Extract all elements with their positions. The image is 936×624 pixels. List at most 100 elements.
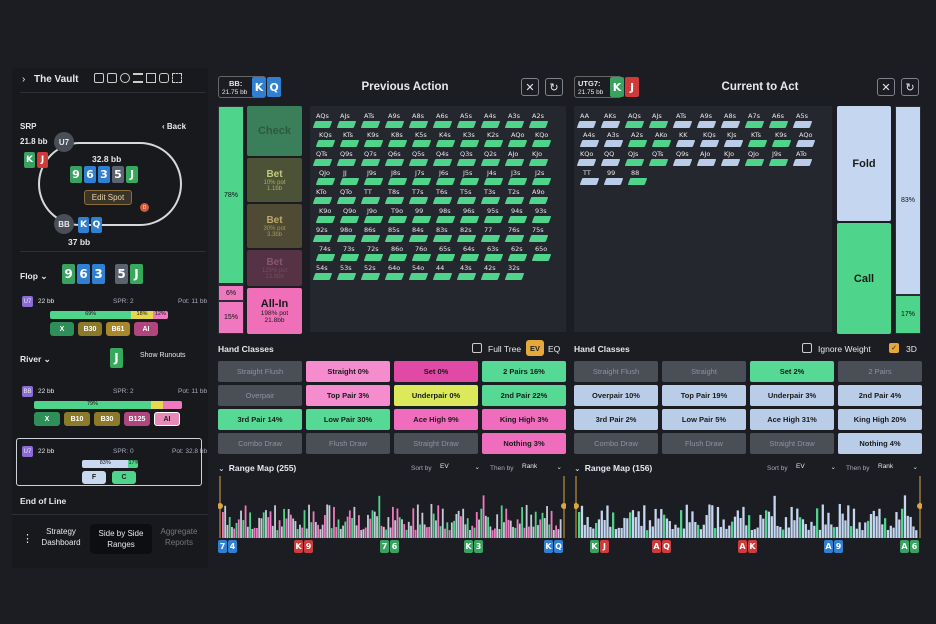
hand-tile[interactable]	[576, 121, 597, 128]
hand-tile[interactable]	[528, 121, 549, 128]
range-map-chart[interactable]	[574, 476, 922, 538]
hand-tile[interactable]	[651, 140, 672, 147]
action-check[interactable]: Check	[247, 106, 302, 156]
hand-tile[interactable]	[792, 121, 813, 128]
refresh-icon[interactable]: ↻	[901, 78, 919, 96]
hand-tile[interactable]	[627, 140, 648, 147]
action-fold[interactable]: Fold	[837, 106, 891, 221]
hand-tile[interactable]	[360, 273, 381, 280]
hand-tile[interactable]	[768, 159, 789, 166]
hand-class-cell[interactable]: Straight	[662, 361, 746, 382]
hand-class-cell[interactable]: 3rd Pair 2%	[574, 409, 658, 430]
hand-tile[interactable]	[483, 140, 504, 147]
hand-class-cell[interactable]: Combo Draw	[574, 433, 658, 454]
hand-tile[interactable]	[507, 178, 528, 185]
hand-tile[interactable]	[336, 121, 357, 128]
hand-tile[interactable]	[720, 159, 741, 166]
action-b125[interactable]: B125	[124, 412, 150, 426]
hand-tile[interactable]	[531, 178, 552, 185]
hand-class-cell[interactable]: 2nd Pair 4%	[838, 385, 922, 406]
hand-tile[interactable]	[384, 159, 405, 166]
hand-tile[interactable]	[531, 216, 552, 223]
range-map-handle-knob[interactable]	[218, 503, 223, 509]
hand-tile[interactable]	[435, 178, 456, 185]
hand-tile[interactable]	[456, 197, 477, 204]
hand-tile[interactable]	[411, 216, 432, 223]
hand-tile[interactable]	[795, 140, 816, 147]
chevron-down-icon[interactable]: ⌄	[574, 463, 581, 473]
action-allin[interactable]: All-In 198% pot 21.8bb	[247, 288, 302, 334]
hand-tile[interactable]	[315, 216, 336, 223]
hand-class-cell[interactable]: 2 Pairs	[838, 361, 922, 382]
tab-strategy-dashboard[interactable]: Strategy Dashboard	[41, 527, 81, 547]
river-label[interactable]: River ⌄	[20, 354, 51, 364]
hand-tile[interactable]	[408, 273, 429, 280]
ev-toggle[interactable]: EV	[526, 340, 544, 356]
hand-tile[interactable]	[483, 216, 504, 223]
close-icon[interactable]: ✕	[877, 78, 895, 96]
tree-icon[interactable]	[172, 73, 182, 83]
hand-tile[interactable]	[504, 121, 525, 128]
hand-tile[interactable]	[648, 159, 669, 166]
hand-tile[interactable]	[456, 273, 477, 280]
hand-tile[interactable]	[696, 159, 717, 166]
hand-class-cell[interactable]: Straight Flush	[218, 361, 302, 382]
hand-tile[interactable]	[312, 235, 333, 242]
range-map-handle-knob[interactable]	[561, 503, 566, 509]
hand-tile[interactable]	[483, 178, 504, 185]
hand-tile[interactable]	[360, 121, 381, 128]
hand-class-cell[interactable]: Overpair 10%	[574, 385, 658, 406]
flop-label[interactable]: Flop ⌄	[20, 271, 48, 281]
hand-tile[interactable]	[360, 159, 381, 166]
action-call[interactable]: C	[112, 471, 136, 484]
hand-tile[interactable]	[435, 140, 456, 147]
hand-tile[interactable]	[363, 254, 384, 261]
hand-tile[interactable]	[432, 235, 453, 242]
hand-tile[interactable]	[744, 159, 765, 166]
hand-tile[interactable]	[480, 159, 501, 166]
range-map-handle-knob[interactable]	[917, 503, 922, 509]
action-bet-125[interactable]: Bet 125% pot 13.8bb	[247, 250, 302, 286]
hand-class-cell[interactable]: 2nd Pair 22%	[482, 385, 566, 406]
hand-tile[interactable]	[504, 197, 525, 204]
hand-class-cell[interactable]: Underpair 3%	[750, 385, 834, 406]
range-grid-3d[interactable]: AQs AJs ATs A9s A8s A6s A5s A4s A3s A2s KQs KTs K9s K…	[310, 106, 566, 332]
hand-tile[interactable]	[696, 121, 717, 128]
hand-tile[interactable]	[363, 216, 384, 223]
hand-tile[interactable]	[363, 178, 384, 185]
action-check[interactable]: X	[34, 412, 60, 426]
hand-tile[interactable]	[387, 178, 408, 185]
hand-tile[interactable]	[312, 121, 333, 128]
hand-tile[interactable]	[432, 273, 453, 280]
hand-tile[interactable]	[480, 273, 501, 280]
hand-class-cell[interactable]: Combo Draw	[218, 433, 302, 454]
hand-tile[interactable]	[459, 254, 480, 261]
action-call[interactable]: Call	[837, 223, 891, 334]
hand-tile[interactable]	[723, 140, 744, 147]
hand-tile[interactable]	[672, 121, 693, 128]
action-b61[interactable]: B61	[106, 322, 130, 336]
hand-tile[interactable]	[768, 121, 789, 128]
table-icon[interactable]	[107, 73, 117, 83]
hand-class-cell[interactable]: Low Pair 30%	[306, 409, 390, 430]
range-map-header[interactable]: ⌄ Range Map (156)	[574, 463, 652, 473]
hand-tile[interactable]	[480, 121, 501, 128]
hand-class-cell[interactable]: Straight Draw	[394, 433, 478, 454]
hand-class-cell[interactable]: Set 2%	[750, 361, 834, 382]
hand-tile[interactable]	[432, 159, 453, 166]
hand-tile[interactable]	[339, 178, 360, 185]
hand-tile[interactable]	[744, 121, 765, 128]
hand-tile[interactable]	[579, 140, 600, 147]
hand-tile[interactable]	[408, 121, 429, 128]
hand-tile[interactable]	[528, 159, 549, 166]
full-tree-checkbox[interactable]	[472, 343, 482, 353]
hand-tile[interactable]	[435, 254, 456, 261]
hand-class-cell[interactable]: Straight Draw	[750, 433, 834, 454]
bb-seat[interactable]: BB	[54, 214, 74, 234]
then-by-select[interactable]: Rank ⌄	[878, 463, 918, 474]
hand-class-cell[interactable]: Straight 0%	[306, 361, 390, 382]
